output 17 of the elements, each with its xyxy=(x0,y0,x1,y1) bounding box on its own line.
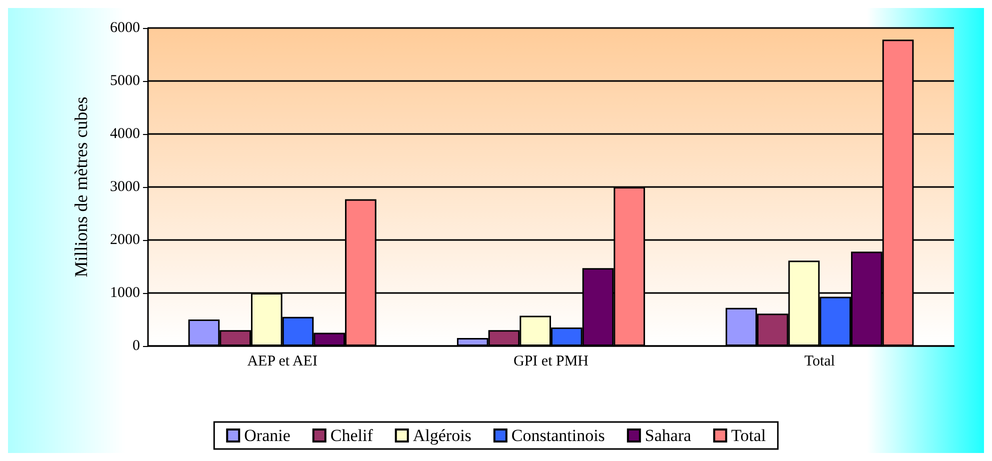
y-tick-label: 2000 xyxy=(110,232,140,248)
x-tick-label: Total xyxy=(804,354,835,370)
x-tick-label: AEP et AEI xyxy=(247,354,318,370)
legend-label: Total xyxy=(731,426,766,445)
y-tick-label: 5000 xyxy=(110,73,140,89)
y-tick-label: 1000 xyxy=(110,285,140,301)
legend-label: Constantinois xyxy=(511,426,605,445)
y-tick-label: 3000 xyxy=(110,179,140,195)
legend-label: Oranie xyxy=(244,426,290,445)
y-tick-label: 0 xyxy=(132,338,140,354)
legend-label: Sahara xyxy=(644,426,692,445)
y-axis-title: Millions de mètres cubes xyxy=(71,96,91,278)
y-tick-label: 6000 xyxy=(110,20,140,36)
x-tick-label: GPI et PMH xyxy=(513,354,589,370)
legend-label: Chelif xyxy=(330,426,374,445)
y-tick-label: 4000 xyxy=(110,126,140,142)
legend-label: Algérois xyxy=(412,426,472,445)
